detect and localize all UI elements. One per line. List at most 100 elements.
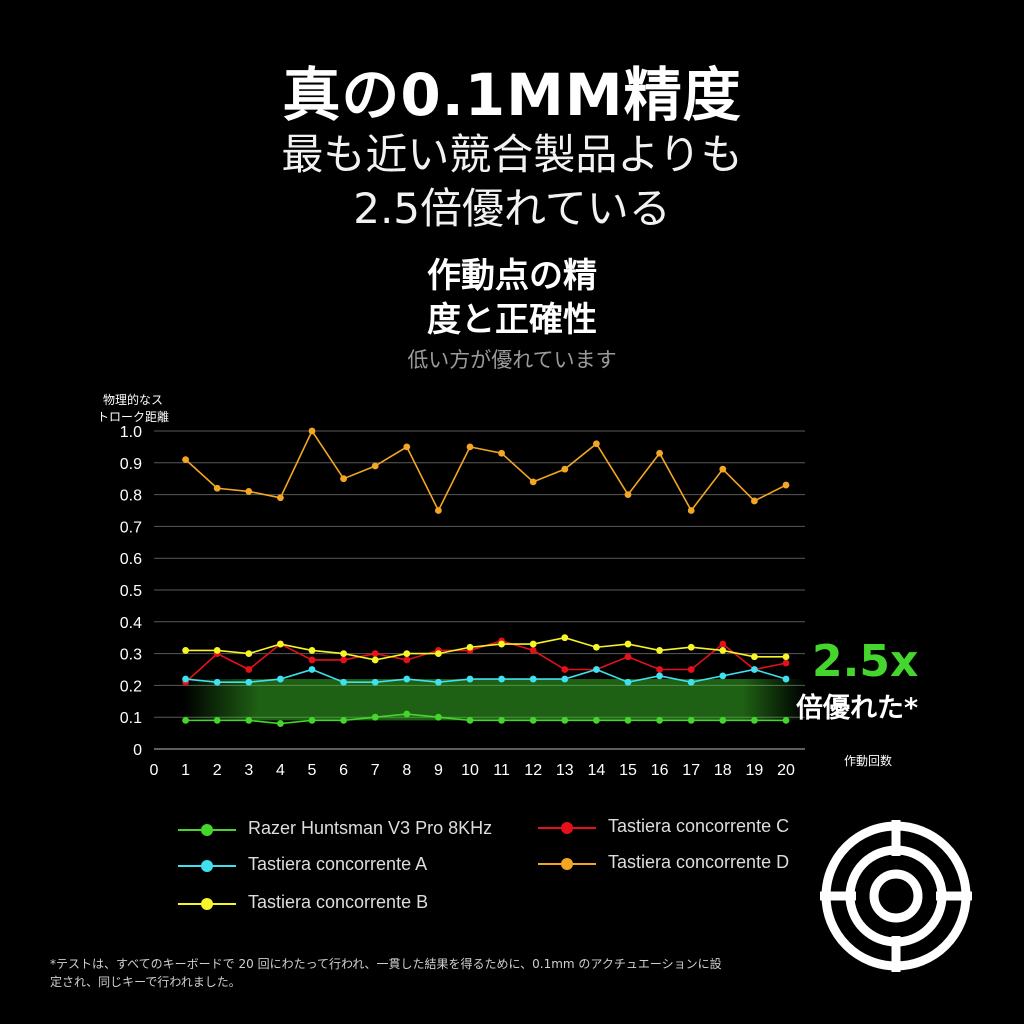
data-point bbox=[498, 640, 505, 648]
data-point bbox=[182, 716, 190, 724]
legend-marker bbox=[561, 858, 573, 870]
y-tick-label: 1.0 bbox=[120, 424, 142, 441]
data-point bbox=[371, 656, 379, 664]
data-point bbox=[371, 462, 379, 470]
footnote-line-1: *テストは、すべてのキーボードで 20 回にわたって行われ、一貫した結果を得るた… bbox=[50, 957, 722, 971]
data-point bbox=[687, 507, 695, 514]
x-tick-label: 16 bbox=[651, 762, 669, 779]
data-point bbox=[435, 678, 442, 686]
data-point bbox=[308, 656, 316, 664]
data-point bbox=[466, 643, 474, 651]
data-point bbox=[213, 484, 221, 492]
data-point bbox=[498, 449, 505, 457]
data-point bbox=[466, 675, 474, 683]
data-point bbox=[213, 647, 221, 654]
target-icon bbox=[820, 820, 972, 972]
data-point bbox=[182, 456, 190, 464]
data-point bbox=[245, 666, 253, 673]
y-axis-label-line-1: 物理的なス bbox=[103, 392, 163, 407]
data-point bbox=[624, 653, 632, 661]
x-tick-label: 1 bbox=[181, 762, 190, 779]
data-point bbox=[498, 716, 505, 724]
data-point bbox=[277, 640, 284, 648]
data-point bbox=[751, 653, 758, 661]
data-point bbox=[529, 647, 537, 654]
x-tick-label: 15 bbox=[619, 762, 637, 779]
y-tick-label: 0.3 bbox=[120, 647, 142, 664]
data-point bbox=[656, 449, 663, 457]
y-tick-label: 0.2 bbox=[120, 678, 142, 695]
data-point bbox=[561, 634, 569, 642]
data-point bbox=[656, 647, 663, 654]
data-point bbox=[466, 443, 474, 451]
data-point bbox=[687, 678, 695, 686]
data-point bbox=[340, 656, 347, 664]
data-point bbox=[782, 653, 790, 661]
legend-marker bbox=[201, 898, 213, 910]
data-point bbox=[561, 465, 569, 473]
data-point bbox=[719, 640, 727, 648]
data-point bbox=[687, 643, 695, 651]
data-point bbox=[751, 497, 758, 505]
data-point bbox=[687, 716, 695, 724]
data-point bbox=[277, 720, 284, 727]
x-tick-label: 10 bbox=[461, 762, 479, 779]
data-point bbox=[403, 675, 411, 683]
x-tick-label: 17 bbox=[682, 762, 700, 779]
data-point bbox=[340, 678, 347, 686]
data-point bbox=[593, 440, 600, 448]
legend-marker bbox=[201, 860, 213, 872]
data-point bbox=[466, 716, 474, 724]
data-point bbox=[782, 675, 790, 683]
x-tick-label: 13 bbox=[556, 762, 574, 779]
x-axis-label: 作動回数 bbox=[844, 753, 892, 768]
data-point bbox=[182, 675, 190, 683]
y-axis-label-line-2: トローク距離 bbox=[97, 410, 169, 424]
line-chart: 00.10.20.30.40.50.60.70.80.91.00 1 2 3 4 5 6 7 8… bbox=[97, 392, 892, 779]
advantage-label: 倍優れた* bbox=[796, 693, 919, 724]
series-line bbox=[185, 429, 787, 513]
chart-heading-line-1: 作動点の精 bbox=[427, 256, 597, 296]
data-point bbox=[403, 443, 411, 451]
legend-marker bbox=[561, 822, 573, 834]
x-tick-label: 7 bbox=[371, 762, 380, 779]
data-point bbox=[340, 650, 347, 657]
data-point bbox=[245, 678, 253, 686]
data-point bbox=[308, 666, 316, 673]
data-point bbox=[371, 678, 379, 686]
y-tick-label: 0.1 bbox=[120, 710, 142, 727]
series-line bbox=[185, 636, 786, 661]
data-point bbox=[624, 716, 632, 724]
x-tick-label: 20 bbox=[777, 762, 795, 779]
subtitle-line-2: 2.5倍優れている bbox=[353, 184, 671, 233]
data-point bbox=[371, 713, 379, 721]
y-tick-label: 0.5 bbox=[120, 583, 142, 600]
x-tick-label: 19 bbox=[746, 762, 764, 779]
data-point bbox=[529, 640, 537, 648]
data-point bbox=[213, 678, 221, 686]
advantage-value: 2.5x bbox=[812, 636, 919, 687]
y-tick-label: 0.6 bbox=[120, 551, 142, 568]
data-point bbox=[277, 675, 284, 683]
data-point bbox=[624, 640, 632, 648]
y-tick-label: 0.7 bbox=[120, 519, 142, 536]
x-tick-label: 18 bbox=[714, 762, 732, 779]
data-point bbox=[529, 478, 537, 486]
data-point bbox=[245, 650, 253, 657]
legend-label: Tastiera concorrente B bbox=[248, 892, 429, 912]
x-tick-label: 3 bbox=[244, 762, 253, 779]
data-point bbox=[782, 716, 790, 724]
data-point bbox=[687, 666, 695, 673]
legend-label: Tastiera concorrente D bbox=[608, 852, 790, 872]
legend-marker bbox=[201, 824, 213, 836]
legend-label: Tastiera concorrente A bbox=[248, 854, 428, 874]
advantage-band bbox=[183, 679, 806, 721]
x-tick-label: 9 bbox=[434, 762, 443, 779]
legend-label: Tastiera concorrente C bbox=[608, 816, 790, 836]
data-point bbox=[719, 647, 727, 654]
x-tick-label: 5 bbox=[308, 762, 317, 779]
y-tick-label: 0 bbox=[133, 742, 142, 759]
y-tick-label: 0.4 bbox=[120, 615, 142, 632]
data-point bbox=[561, 675, 569, 683]
data-point bbox=[435, 713, 442, 721]
